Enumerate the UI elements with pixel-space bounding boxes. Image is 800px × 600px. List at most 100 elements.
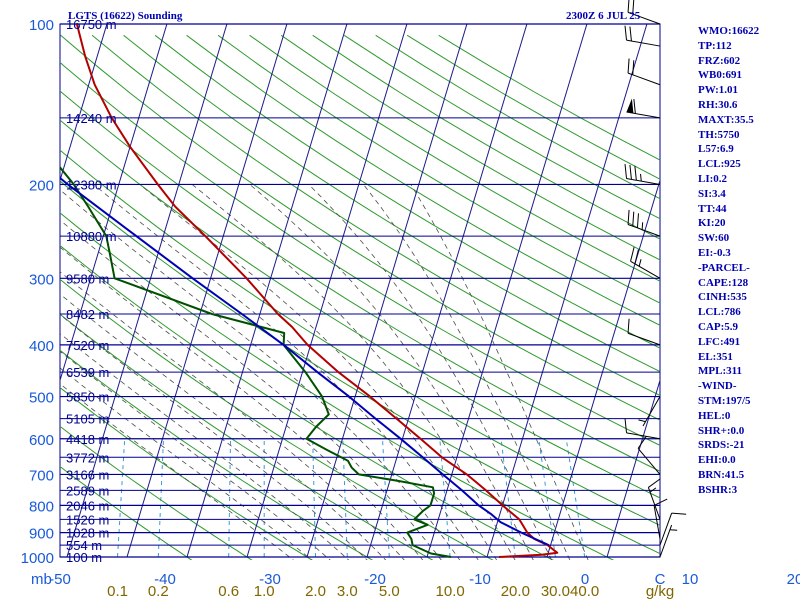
dry-adiabat	[217, 34, 660, 304]
index-item: LCL:786	[698, 306, 741, 319]
wind-barb	[637, 436, 661, 475]
wind-barb-staff	[627, 72, 661, 86]
wind-barb-flag	[648, 478, 661, 488]
pressure-tick-label: 100	[29, 17, 54, 34]
wind-barb-pennant	[626, 98, 634, 114]
moist-adiabat	[308, 184, 553, 560]
index-item: CAP:5.9	[698, 320, 739, 333]
index-item: EI:-0.3	[698, 246, 731, 259]
temperature-tick-label: 0	[581, 571, 589, 588]
pressure-tick-label: 600	[29, 432, 54, 449]
height-label: 2589 m	[66, 483, 109, 498]
temperature-tick-label: -40	[154, 571, 176, 588]
pressure-tick-label: 500	[29, 390, 54, 407]
dry-adiabat	[60, 119, 660, 499]
wind-barb	[659, 512, 687, 546]
index-item: SRDS:-21	[698, 439, 745, 452]
wind-barb	[627, 318, 661, 346]
height-label: 14240 m	[66, 111, 117, 126]
dry-adiabat	[186, 34, 660, 326]
moist-adiabat	[249, 184, 534, 560]
dry-adiabat	[60, 149, 660, 526]
mixing-ratio-line	[228, 438, 231, 558]
dry-adiabat	[280, 34, 660, 261]
wind-barb-staff	[659, 513, 673, 546]
wind-barb	[630, 247, 661, 279]
dry-adiabat	[60, 34, 660, 421]
x-axis-unit: C	[655, 571, 666, 588]
index-item: TP:112	[698, 39, 732, 52]
isotherm-line	[546, 178, 660, 558]
mixing-ratio-line	[157, 438, 164, 558]
index-item: SI:3.4	[698, 187, 726, 200]
height-label: 1028 m	[66, 526, 109, 541]
wind-barb-flag	[636, 213, 639, 228]
height-label: 5105 m	[66, 412, 109, 427]
wind-barb-flag	[624, 418, 628, 433]
index-item: BRN:41.5	[698, 468, 745, 481]
index-item: TT:44	[698, 202, 727, 215]
wind-barb-staff	[642, 396, 661, 427]
wind-barb-flag	[637, 436, 647, 449]
wind-barb-flag	[633, 98, 636, 114]
moist-adiabat	[60, 189, 461, 560]
wind-barb-flag	[629, 26, 632, 42]
height-label: 16750 m	[66, 17, 117, 32]
moist-adiabat	[60, 293, 387, 560]
height-labels: 16750 m 14240 m 12380 m 10880 m 9580 m 8482 m…	[66, 17, 117, 565]
index-item: CINH:535	[698, 291, 747, 304]
index-item: LFC:491	[698, 335, 741, 348]
mixing-ratio-tick-label: 40.0	[570, 583, 599, 600]
dry-adiabat	[60, 278, 494, 560]
wind-barb	[624, 25, 661, 47]
wind-barb-flag	[627, 58, 630, 74]
temperature-tick-label: -20	[364, 571, 386, 588]
wind-barb	[627, 58, 661, 86]
index-item: FRZ:602	[698, 54, 741, 67]
pressure-tick-label: 800	[29, 498, 54, 515]
temperature-tick-label: -30	[259, 571, 281, 588]
dry-adiabat	[60, 61, 660, 446]
pressure-tick-labels: 100 200 300 400 500 600 700 800 900 1000 mb	[21, 17, 54, 588]
height-label: 3772 m	[66, 450, 109, 465]
index-item: MAXT:35.5	[698, 113, 754, 126]
dry-adiabat	[60, 313, 434, 560]
moist-adiabat	[93, 184, 479, 560]
isotherm-line	[426, 24, 588, 558]
isotherm-line	[60, 24, 168, 383]
moist-adiabat	[60, 314, 368, 560]
temperature-tick-label: -10	[469, 571, 491, 588]
isotherm-line	[246, 24, 408, 558]
height-label: 6539 m	[66, 365, 109, 380]
wind-barb-half-flag	[649, 487, 657, 493]
moist-adiabat	[60, 383, 294, 560]
wind-barb-staff	[626, 39, 661, 47]
height-label: 2046 m	[66, 498, 109, 513]
pressure-tick-label: 1000	[21, 550, 54, 567]
dry-adiabat	[91, 34, 660, 397]
wind-barb-staff	[626, 111, 661, 119]
wind-barb-staff	[627, 224, 661, 237]
wind-barb-half-flag	[638, 419, 646, 423]
isotherm-line	[186, 24, 348, 558]
moist-adiabat	[410, 184, 589, 560]
wind-barb-flag	[624, 25, 628, 41]
wind-barb-flag	[632, 0, 635, 15]
wind-barbs	[624, 0, 687, 558]
wind-barb-staff	[630, 260, 661, 279]
mixing-ratio-line	[117, 438, 126, 558]
mixing-ratio-tick-label: 0.2	[148, 583, 169, 600]
pressure-tick-label: 700	[29, 467, 54, 484]
wind-barb-flag	[634, 249, 639, 264]
dry-adiabat	[60, 465, 193, 560]
wind-barb	[659, 524, 678, 558]
mixing-ratio-tick-label: 0.6	[218, 583, 239, 600]
index-item: PW:1.01	[698, 84, 739, 97]
dry-adiabat	[60, 387, 313, 560]
height-label: 7520 m	[66, 338, 109, 353]
index-item: SW:60	[698, 232, 730, 245]
mixing-ratio-line	[382, 438, 390, 558]
isotherm-line	[126, 24, 288, 558]
dry-adiabats	[60, 34, 660, 560]
dry-adiabat	[60, 244, 554, 560]
